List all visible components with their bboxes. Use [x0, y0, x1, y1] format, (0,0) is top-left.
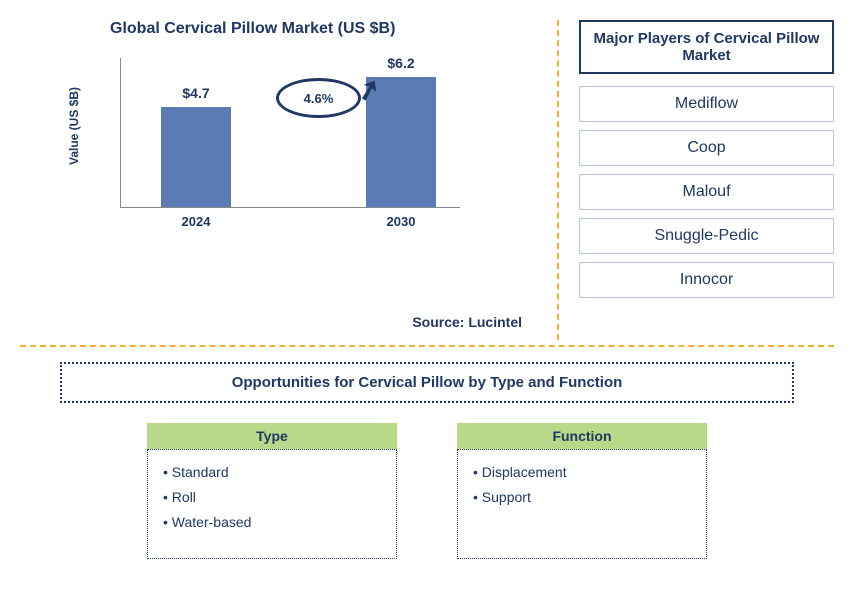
category-type-box: Type • Standard • Roll • Water-based	[147, 423, 397, 559]
chart-container: Value (US $B) $4.7 2024 $6.2 2030 4.6% ➚	[80, 58, 542, 258]
category-item: • Roll	[163, 485, 381, 510]
x-label-2024: 2024	[161, 214, 231, 229]
player-item: Coop	[579, 130, 834, 166]
category-header-function: Function	[457, 423, 707, 449]
category-items-type: • Standard • Roll • Water-based	[147, 449, 397, 559]
player-item: Snuggle-Pedic	[579, 218, 834, 254]
x-label-2030: 2030	[366, 214, 436, 229]
opportunities-title: Opportunities for Cervical Pillow by Typ…	[60, 362, 794, 403]
chart-area: Global Cervical Pillow Market (US $B) Va…	[20, 20, 552, 340]
player-item: Mediflow	[579, 86, 834, 122]
y-axis-label: Value (US $B)	[67, 87, 81, 165]
players-title: Major Players of Cervical Pillow Market	[579, 20, 834, 74]
chart-plot: $4.7 2024 $6.2 2030 4.6% ➚	[120, 58, 460, 208]
player-item: Malouf	[579, 174, 834, 210]
category-items-function: • Displacement • Support	[457, 449, 707, 559]
category-function-box: Function • Displacement • Support	[457, 423, 707, 559]
bar-label-2030: $6.2	[366, 55, 436, 71]
bar-2024: $4.7	[161, 107, 231, 207]
growth-ellipse: 4.6% ➚	[276, 78, 361, 118]
category-item: • Water-based	[163, 510, 381, 535]
category-item: • Standard	[163, 460, 381, 485]
category-header-type: Type	[147, 423, 397, 449]
top-section: Global Cervical Pillow Market (US $B) Va…	[20, 20, 834, 340]
source-text: Source: Lucintel	[412, 314, 522, 330]
bar-label-2024: $4.7	[161, 85, 231, 101]
growth-rate-text: 4.6%	[304, 91, 334, 106]
categories-section: Type • Standard • Roll • Water-based Fun…	[20, 423, 834, 559]
chart-title: Global Cervical Pillow Market (US $B)	[110, 20, 542, 38]
infographic-container: Global Cervical Pillow Market (US $B) Va…	[0, 0, 854, 602]
category-item: • Support	[473, 485, 691, 510]
horizontal-divider	[20, 345, 834, 347]
vertical-divider	[557, 20, 559, 340]
growth-annotation: 4.6% ➚	[276, 78, 361, 118]
player-item: Innocor	[579, 262, 834, 298]
category-item: • Displacement	[473, 460, 691, 485]
players-area: Major Players of Cervical Pillow Market …	[564, 20, 834, 340]
